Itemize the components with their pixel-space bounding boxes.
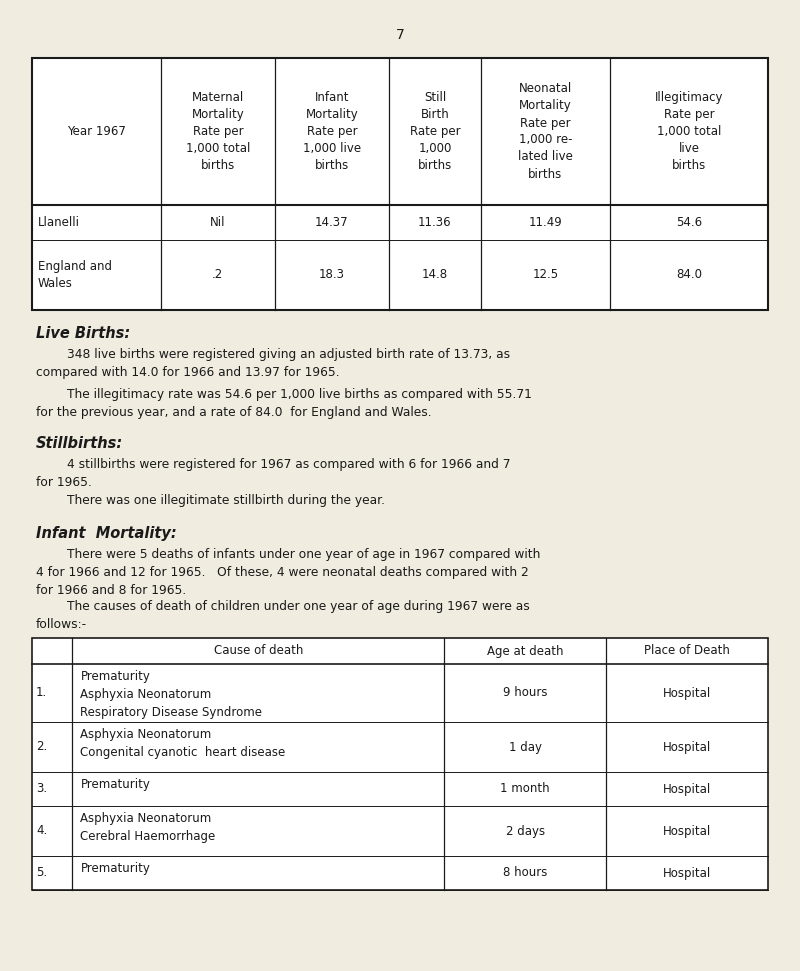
Text: 3.: 3. bbox=[36, 783, 47, 795]
Text: Hospital: Hospital bbox=[663, 686, 711, 699]
Text: There was one illegitimate stillbirth during the year.: There was one illegitimate stillbirth du… bbox=[36, 494, 385, 507]
Text: 2 days: 2 days bbox=[506, 824, 545, 838]
Text: 54.6: 54.6 bbox=[676, 216, 702, 229]
Text: 4 stillbirths were registered for 1967 as compared with 6 for 1966 and 7
for 196: 4 stillbirths were registered for 1967 a… bbox=[36, 458, 510, 489]
Text: 5.: 5. bbox=[36, 866, 47, 880]
Text: Prematurity
Asphyxia Neonatorum
Respiratory Disease Syndrome: Prematurity Asphyxia Neonatorum Respirat… bbox=[81, 670, 262, 719]
Bar bbox=[32, 58, 768, 310]
Text: 7: 7 bbox=[396, 28, 404, 42]
Text: Prematurity: Prematurity bbox=[81, 862, 150, 875]
Text: 12.5: 12.5 bbox=[532, 269, 558, 282]
Text: 4.: 4. bbox=[36, 824, 47, 838]
Text: Hospital: Hospital bbox=[663, 783, 711, 795]
Text: Year 1967: Year 1967 bbox=[67, 125, 126, 138]
Text: 18.3: 18.3 bbox=[319, 269, 345, 282]
Text: 9 hours: 9 hours bbox=[503, 686, 547, 699]
Text: Infant
Mortality
Rate per
1,000 live
births: Infant Mortality Rate per 1,000 live bir… bbox=[303, 91, 361, 172]
Text: 14.37: 14.37 bbox=[315, 216, 349, 229]
Text: Still
Birth
Rate per
1,000
births: Still Birth Rate per 1,000 births bbox=[410, 91, 460, 172]
Text: Neonatal
Mortality
Rate per
1,000 re-
lated live
births: Neonatal Mortality Rate per 1,000 re- la… bbox=[518, 83, 573, 181]
Text: Llanelli: Llanelli bbox=[38, 216, 80, 229]
Text: The illegitimacy rate was 54.6 per 1,000 live births as compared with 55.71
for : The illegitimacy rate was 54.6 per 1,000… bbox=[36, 388, 532, 419]
Text: Maternal
Mortality
Rate per
1,000 total
births: Maternal Mortality Rate per 1,000 total … bbox=[186, 91, 250, 172]
Text: Hospital: Hospital bbox=[663, 741, 711, 753]
Text: Prematurity: Prematurity bbox=[81, 778, 150, 791]
Text: Asphyxia Neonatorum
Congenital cyanotic  heart disease: Asphyxia Neonatorum Congenital cyanotic … bbox=[81, 728, 286, 759]
Text: 1 day: 1 day bbox=[509, 741, 542, 753]
Bar bbox=[32, 638, 768, 890]
Text: 8 hours: 8 hours bbox=[503, 866, 547, 880]
Text: Cause of death: Cause of death bbox=[214, 645, 303, 657]
Text: Stillbirths:: Stillbirths: bbox=[36, 436, 123, 451]
Text: 84.0: 84.0 bbox=[676, 269, 702, 282]
Text: Asphyxia Neonatorum
Cerebral Haemorrhage: Asphyxia Neonatorum Cerebral Haemorrhage bbox=[81, 812, 216, 843]
Text: 11.36: 11.36 bbox=[418, 216, 452, 229]
Text: England and
Wales: England and Wales bbox=[38, 260, 112, 290]
Text: 11.49: 11.49 bbox=[529, 216, 562, 229]
Text: .2: .2 bbox=[212, 269, 223, 282]
Text: Place of Death: Place of Death bbox=[644, 645, 730, 657]
Text: There were 5 deaths of infants under one year of age in 1967 compared with
4 for: There were 5 deaths of infants under one… bbox=[36, 548, 540, 597]
Text: 2.: 2. bbox=[36, 741, 47, 753]
Text: Age at death: Age at death bbox=[487, 645, 563, 657]
Text: The causes of death of children under one year of age during 1967 were as
follow: The causes of death of children under on… bbox=[36, 600, 530, 631]
Text: Hospital: Hospital bbox=[663, 866, 711, 880]
Text: Illegitimacy
Rate per
1,000 total
live
births: Illegitimacy Rate per 1,000 total live b… bbox=[654, 91, 723, 172]
Text: Nil: Nil bbox=[210, 216, 226, 229]
Text: Hospital: Hospital bbox=[663, 824, 711, 838]
Text: 1 month: 1 month bbox=[500, 783, 550, 795]
Text: Infant  Mortality:: Infant Mortality: bbox=[36, 526, 177, 541]
Text: 348 live births were registered giving an adjusted birth rate of 13.73, as
compa: 348 live births were registered giving a… bbox=[36, 348, 510, 379]
Text: 1.: 1. bbox=[36, 686, 47, 699]
Text: Live Births:: Live Births: bbox=[36, 326, 130, 341]
Text: 14.8: 14.8 bbox=[422, 269, 448, 282]
